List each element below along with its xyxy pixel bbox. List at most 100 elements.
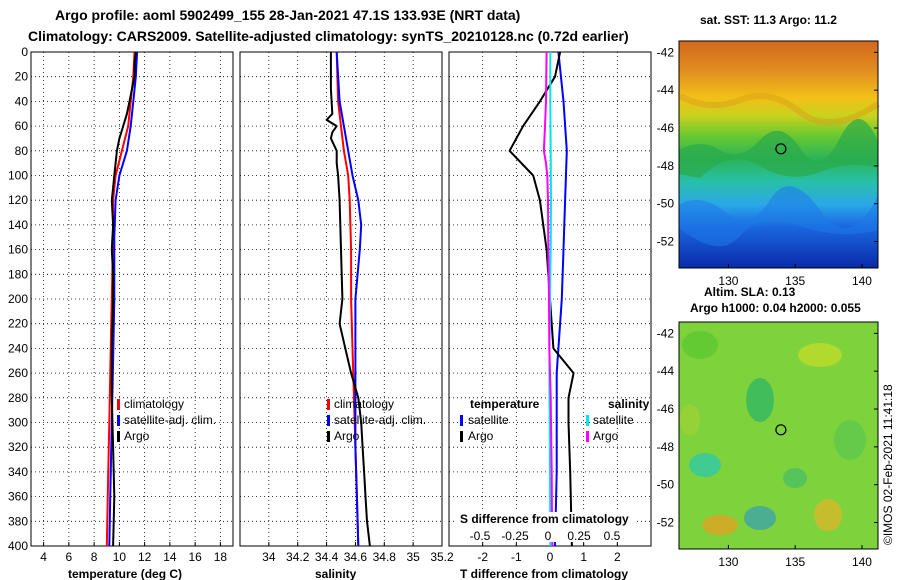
s-difference-xlabel: S difference from climatology: [460, 512, 629, 526]
legend-swatch-salinity-satellite: [586, 415, 589, 426]
t-difference-xlabel: T difference from climatology: [460, 567, 628, 580]
depth-tick-label: 260: [8, 366, 28, 380]
sst-map-frame: [678, 40, 879, 269]
legend-label-argo: Argo: [334, 429, 360, 443]
temperature-grid: [31, 52, 233, 546]
depth-tick-label: 160: [8, 243, 28, 257]
depth-tick-label: 80: [15, 144, 29, 158]
lon-tick-label: 130: [718, 274, 738, 288]
sla-map-subtitle: Argo h1000: 0.04 h2000: 0.055: [690, 301, 861, 315]
legend-heading-temperature: temperature: [470, 397, 540, 411]
depth-tick-label: 200: [8, 292, 28, 306]
x-tick-label: 34.8: [373, 550, 397, 564]
temperature-tick-labels: 4 6 8 10 12 14 16 18: [40, 550, 227, 564]
x-tick-label: 10: [113, 550, 127, 564]
series-line-climatology: [105, 51, 136, 547]
argo-location-marker: [775, 424, 787, 436]
sst-map-title: sat. SST: 11.3 Argo: 11.2: [700, 13, 837, 27]
x-tick-label: 4: [40, 550, 47, 564]
lat-tick-label: -44: [657, 364, 675, 378]
s-tick-label: 0.5: [604, 529, 621, 543]
depth-tick-label: 360: [8, 490, 28, 504]
sst-front-band: [679, 118, 878, 178]
salinity-tick-labels: 34 34.2 34.4 34.6 34.8 35 35.2: [262, 550, 454, 564]
lat-tick-label: -48: [657, 159, 675, 173]
s-tick-label: -0.25: [501, 529, 529, 543]
salinity-grid: [240, 52, 443, 546]
temperature-xlabel: temperature (deg C): [68, 567, 182, 580]
salinity-xlabel: salinity: [315, 567, 357, 580]
lon-tick-label: 140: [852, 274, 872, 288]
x-tick-label: 1: [580, 550, 587, 564]
s-difference-tick-labels: -0.5 -0.25 0 0.25 0.5: [470, 529, 621, 543]
salinity-panel: 34 34.2 34.4 34.6 34.8 35 35.2 climatology sat…: [239, 51, 454, 580]
x-tick-label: -1: [511, 550, 522, 564]
depth-tick-label: 100: [8, 169, 28, 183]
series-line-argo: [110, 51, 137, 547]
s-tick-label: 0.25: [567, 529, 591, 543]
difference-series: [508, 51, 575, 547]
depth-tick-label: 400: [8, 539, 28, 553]
x-tick-label: 2: [614, 550, 621, 564]
t-difference-tick-labels: -2 -1 0 1 2: [477, 550, 621, 564]
series-line-argo: [325, 52, 371, 547]
lat-tick-label: -50: [657, 478, 675, 492]
legend-label-climatology: climatology: [334, 397, 394, 411]
depth-tick-label: 0: [21, 45, 28, 59]
x-tick-label: -2: [477, 550, 488, 564]
temperature-panel: 0 20 40 60 80 100 120 140 160 180 200 220 240 260 280 3…: [8, 45, 234, 580]
x-tick-label: 16: [188, 550, 202, 564]
x-tick-label: 34.4: [315, 550, 339, 564]
sla-map-frame: [678, 321, 879, 550]
depth-tick-label: 320: [8, 440, 28, 454]
lat-tick-label: -48: [657, 440, 675, 454]
x-tick-label: 18: [214, 550, 228, 564]
legend-label-satellite-adj: satellite-adj. clim.: [334, 413, 426, 427]
legend-swatch-satellite-adj: [327, 415, 330, 426]
series-line-salinity-satellite: [548, 52, 552, 547]
legend-label-temperature-argo: Argo: [468, 429, 494, 443]
depth-tick-label: 140: [8, 218, 28, 232]
salinity-legend: climatology satellite-adj. clim. Argo: [327, 397, 426, 443]
lat-tick-label: -50: [657, 197, 675, 211]
header-line2: Climatology: CARS2009. Satellite-adjuste…: [28, 28, 629, 44]
x-tick-label: 34.2: [286, 550, 310, 564]
sst-cold-band: [679, 186, 878, 247]
lat-tick-label: -42: [657, 45, 675, 59]
temperature-legend: climatology satellite-adj. clim. Argo: [117, 397, 216, 443]
lat-tick-label: -46: [657, 402, 675, 416]
s-tick-label: -0.5: [470, 529, 491, 543]
depth-tick-label: 220: [8, 317, 28, 331]
legend-swatch-climatology: [117, 399, 120, 410]
sst-map-panel: sat. SST: 11.3 Argo: 11.2 130 135 140 -42 -4…: [657, 13, 880, 288]
legend-label-satellite-adj: satellite-adj. clim.: [124, 413, 216, 427]
legend-swatch-climatology: [327, 399, 330, 410]
legend-swatch-salinity-argo: [586, 431, 589, 442]
depth-tick-label: 380: [8, 514, 28, 528]
depth-tick-label: 120: [8, 193, 28, 207]
sla-map-blobs: [680, 331, 866, 535]
depth-tick-label: 340: [8, 465, 28, 479]
lon-tick-label: 135: [785, 555, 805, 569]
x-tick-label: 12: [138, 550, 152, 564]
s-tick-label: 0: [545, 529, 552, 543]
depth-tick-label: 20: [15, 70, 29, 84]
depth-tick-label: 280: [8, 391, 28, 405]
lon-tick-label: 140: [852, 555, 872, 569]
legend-label-salinity-argo: Argo: [593, 429, 619, 443]
legend-swatch-temperature-satellite: [460, 415, 463, 426]
sst-warm-streak: [678, 93, 880, 126]
series-line-temperature-satellite: [554, 51, 568, 547]
salinity-series: [325, 51, 371, 547]
temperature-series: [105, 51, 139, 547]
x-tick-label: 14: [163, 550, 177, 564]
x-tick-label: 8: [91, 550, 98, 564]
depth-tick-label: 180: [8, 267, 28, 281]
legend-label-salinity-satellite: satellite: [593, 413, 634, 427]
legend-swatch-temperature-argo: [460, 431, 463, 442]
lon-tick-label: 130: [718, 555, 738, 569]
legend-heading-salinity: salinity: [608, 397, 650, 411]
legend-swatch-argo: [117, 431, 120, 442]
lat-tick-label: -46: [657, 121, 675, 135]
